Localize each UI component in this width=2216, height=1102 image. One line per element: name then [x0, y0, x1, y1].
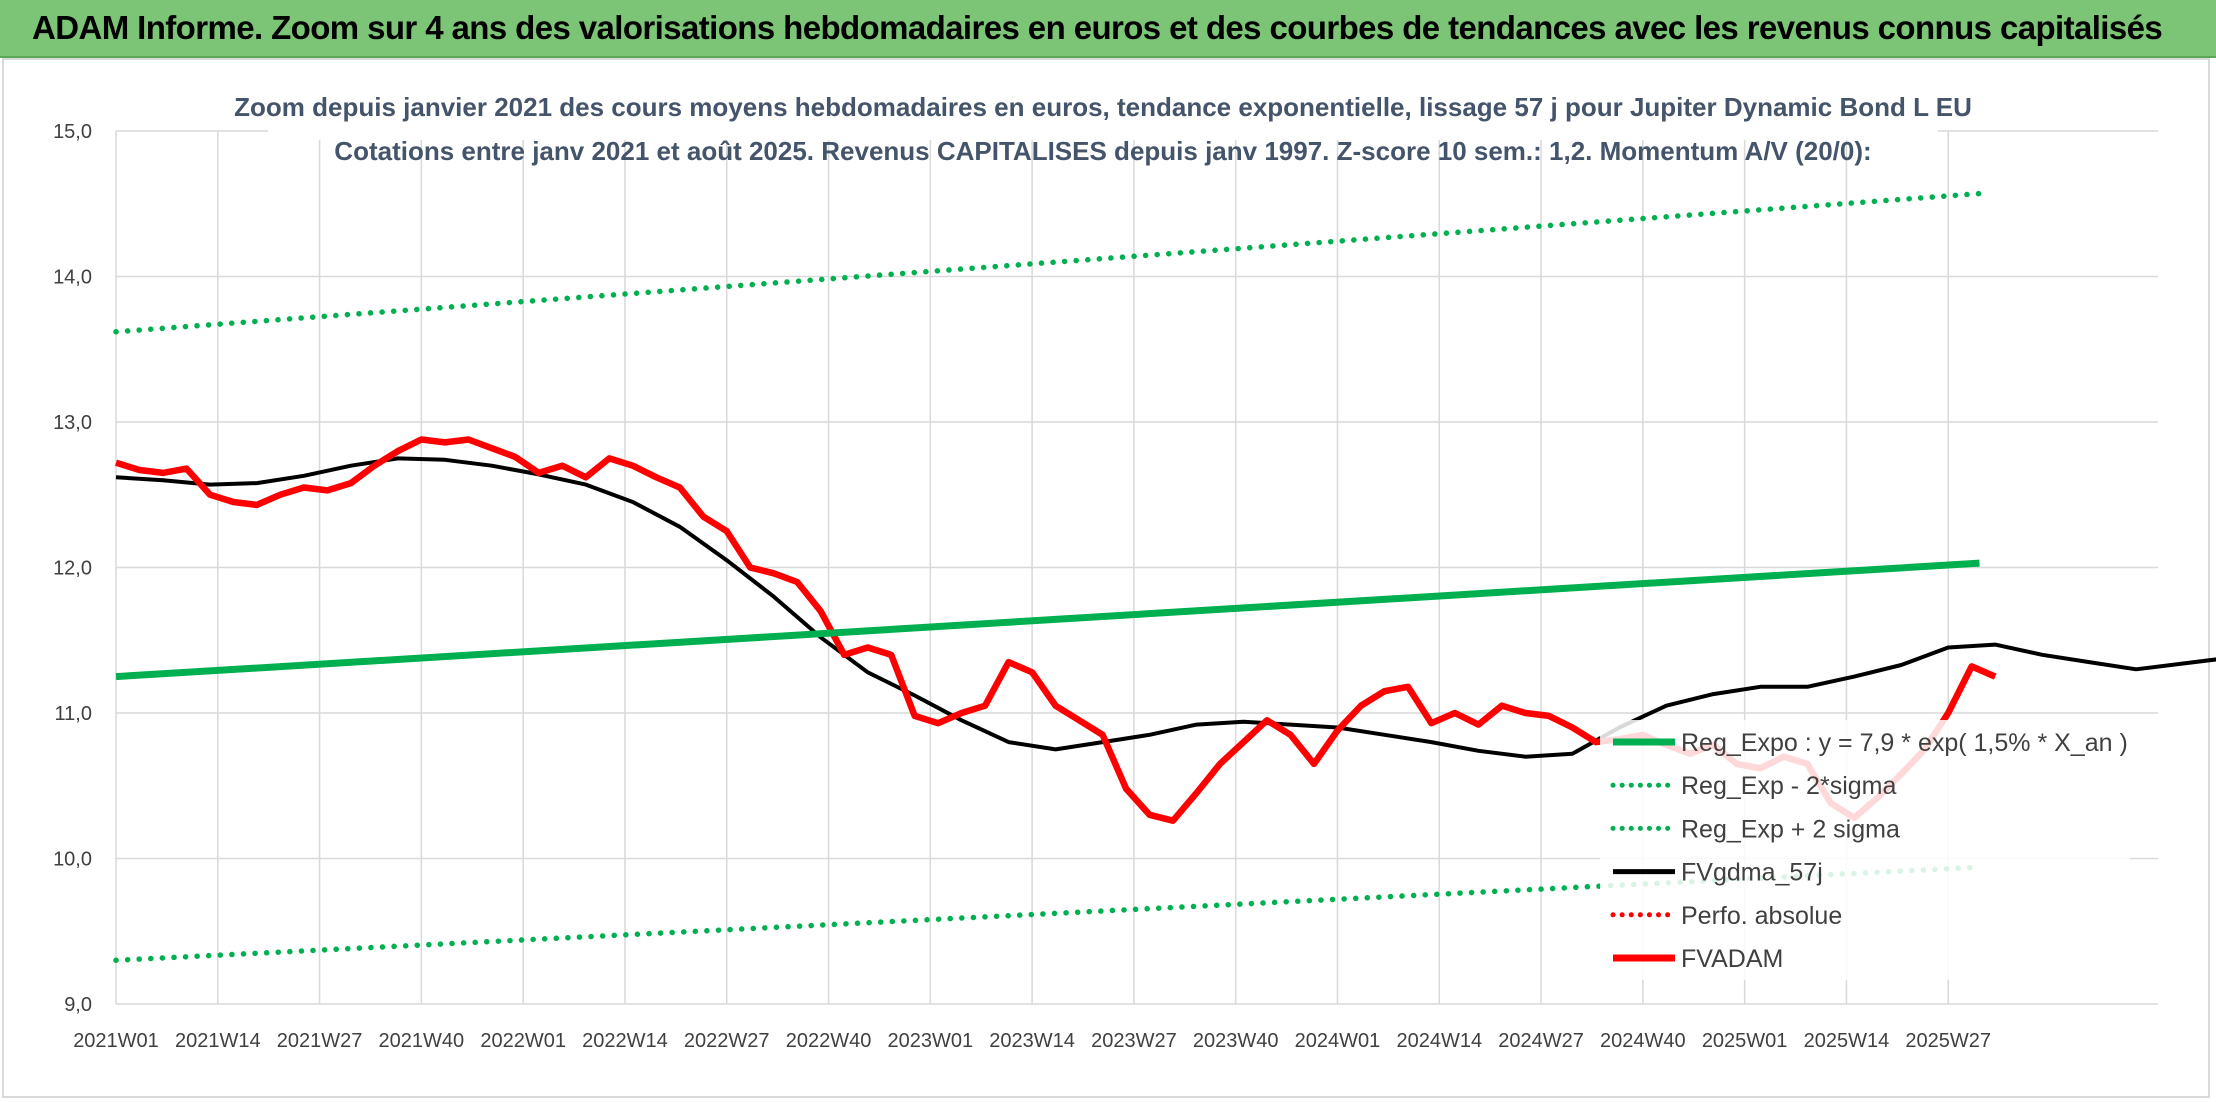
banner-title: ADAM Informe. Zoom sur 4 ans des valoris…	[32, 9, 2163, 46]
x-tick-label: 2022W01	[480, 1030, 566, 1052]
chart-subtitle: Cotations entre janv 2021 et août 2025. …	[334, 136, 1871, 166]
y-tick-label: 15,0	[53, 121, 92, 143]
x-tick-label: 2023W40	[1193, 1030, 1279, 1052]
series-line-reg-exp-2-sigma	[113, 190, 1983, 335]
y-tick-label: 13,0	[53, 412, 92, 434]
y-tick-label: 10,0	[53, 849, 92, 871]
title-background	[268, 62, 1938, 140]
x-tick-label: 2025W01	[1702, 1030, 1788, 1052]
chart-title: Zoom depuis janvier 2021 des cours moyen…	[234, 92, 1972, 122]
legend-label: Reg_Exp + 2 sigma	[1681, 815, 1900, 843]
x-tick-label: 2024W01	[1295, 1030, 1381, 1052]
y-tick-label: 11,0	[55, 703, 92, 725]
legend-label: Perfo. absolue	[1681, 902, 1842, 930]
legend: Reg_Expo : y = 7,9 * exp( 1,5% * X_an ) R…	[1600, 720, 2130, 980]
x-tick-label: 2022W27	[684, 1030, 770, 1052]
y-tick-label: 12,0	[53, 558, 92, 580]
legend-label: FVgdma_57j	[1681, 859, 1823, 887]
x-tick-label: 2023W14	[989, 1030, 1075, 1052]
legend-label: Reg_Expo : y = 7,9 * exp( 1,5% * X_an )	[1681, 729, 2128, 757]
series-line-reg-expo-y-7-9-exp-1-5-x-an	[115, 559, 1980, 681]
legend-label: Reg_Exp - 2*sigma	[1681, 772, 1896, 800]
x-tick-label: 2023W01	[888, 1030, 974, 1052]
x-tick-label: 2021W40	[379, 1030, 465, 1052]
chart-frame	[2, 58, 2210, 1098]
x-tick-label: 2022W14	[582, 1030, 668, 1052]
x-tick-label: 2021W01	[73, 1030, 159, 1052]
title-banner: ADAM Informe. Zoom sur 4 ans des valoris…	[0, 0, 2216, 58]
series-line-fvgdma-57j	[115, 456, 2216, 759]
x-tick-label: 2025W14	[1804, 1030, 1890, 1052]
legend-background	[1600, 720, 2130, 980]
x-tick-label: 2022W40	[786, 1030, 872, 1052]
x-axis-ticks: 2021W01 2021W14 2021W27 2021W40 2022W01 2022W…	[73, 1030, 1991, 1052]
y-tick-label: 14,0	[53, 267, 92, 289]
legend-label: FVADAM	[1681, 945, 1783, 973]
y-tick-label: 9,0	[64, 994, 92, 1016]
x-tick-label: 2024W27	[1498, 1030, 1584, 1052]
x-tick-label: 2025W27	[1905, 1030, 1991, 1052]
x-tick-label: 2024W14	[1396, 1030, 1482, 1052]
x-tick-label: 2023W27	[1091, 1030, 1177, 1052]
x-tick-label: 2024W40	[1600, 1030, 1686, 1052]
x-tick-label: 2021W27	[277, 1030, 363, 1052]
y-axis-ticks: 9,0 10,0 11,0 12,0 13,0 14,0 15,0	[53, 121, 92, 1016]
x-tick-label: 2021W14	[175, 1030, 261, 1052]
